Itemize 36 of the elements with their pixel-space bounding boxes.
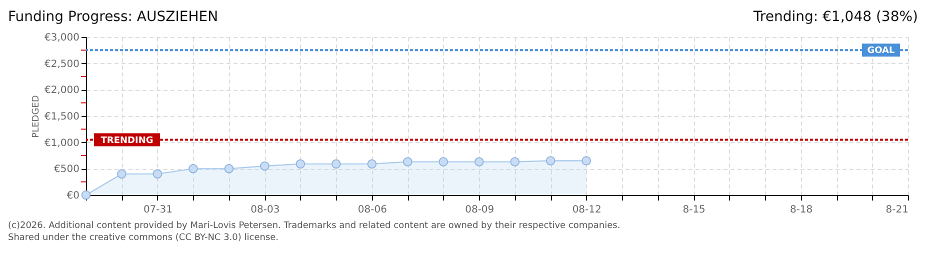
x-tick-label: 08-06 — [358, 204, 387, 216]
point — [331, 159, 341, 169]
y-tick-label: €1,500 — [44, 112, 80, 122]
y-tick-label: €3,000 — [44, 32, 80, 44]
point — [510, 157, 520, 166]
ref-line-label: TRENDING — [100, 136, 154, 146]
chart-title: Funding Progress: AUSZIEHEN — [8, 9, 218, 25]
y-tick-label: €500 — [54, 164, 80, 176]
x-tick-label: 8-21 — [886, 204, 908, 216]
point — [260, 161, 270, 171]
x-tick-label: 07-31 — [143, 204, 173, 216]
point — [152, 169, 162, 179]
y-tick-label: €1,000 — [44, 138, 80, 149]
ref-line-label: GOAL — [867, 46, 896, 56]
x-tick-label: 08-03 — [250, 204, 280, 216]
point — [438, 157, 448, 166]
point — [296, 159, 306, 169]
point — [402, 157, 412, 166]
point — [188, 164, 198, 174]
point — [367, 159, 377, 169]
y-tick-label: €0 — [66, 190, 80, 202]
point — [582, 156, 592, 166]
point — [546, 156, 556, 166]
x-tick-label: 08-09 — [465, 204, 494, 216]
point — [224, 164, 234, 174]
y-tick-label: €2,000 — [44, 85, 80, 96]
y-axis-title: PLEDGED — [32, 95, 42, 138]
x-tick-label: 08-12 — [572, 204, 602, 216]
x-tick-label: 8-18 — [790, 204, 813, 216]
text: Shared under the creative commons (CC BY-NC 3.0) license. — [8, 233, 279, 243]
text: (c)2026. Additional content provided by Mari-Lovis Petersen. Trademarks and related content are owned by their respective companies. — [8, 221, 620, 231]
text: Trending: €1,048 (38%) — [752, 9, 918, 25]
x-tick-label: 8-15 — [682, 204, 706, 216]
point — [474, 157, 484, 166]
y-tick-label: €2,500 — [44, 58, 80, 70]
point — [117, 169, 126, 179]
